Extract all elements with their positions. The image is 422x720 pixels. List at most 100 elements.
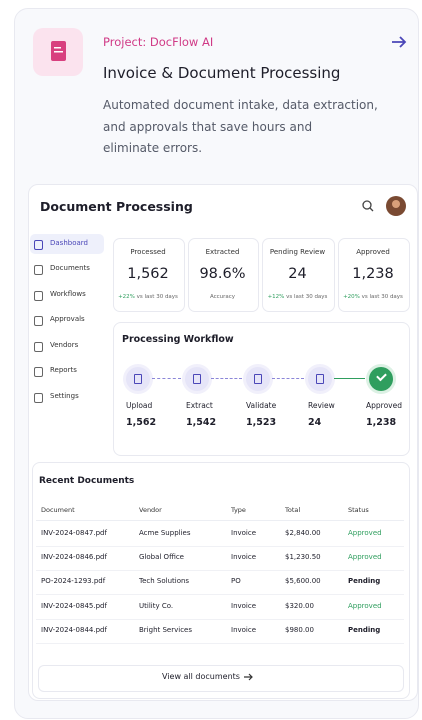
step-glyph	[254, 374, 262, 384]
arrow-link[interactable]	[390, 34, 408, 50]
step-label: Approved	[366, 401, 402, 410]
recent-card	[32, 462, 410, 699]
sidebar-icon	[34, 265, 43, 275]
sidebar-item[interactable]: Vendors	[50, 341, 79, 349]
sidebar-icon	[34, 342, 43, 352]
sidebar-item[interactable]: Settings	[50, 392, 79, 400]
step-icon	[246, 367, 270, 391]
step-icon	[126, 367, 150, 391]
table-cell: $5,600.00	[285, 577, 321, 585]
sidebar-icon	[34, 393, 43, 403]
table-cell: $320.00	[285, 602, 314, 610]
view-all-arrow[interactable]	[242, 671, 254, 683]
sidebar-item[interactable]: Approvals	[50, 315, 85, 323]
stat-footer: Accuracy	[188, 294, 257, 300]
sidebar-item[interactable]: Workflows	[50, 290, 86, 298]
stat-change: +12%	[267, 294, 285, 300]
sidebar-item[interactable]: Dashboard	[50, 239, 88, 247]
stat-footer: +22% vs last 30 days	[113, 294, 183, 300]
table-cell: INV-2024-0847.pdf	[41, 529, 107, 537]
description-line: eliminate errors.	[103, 141, 203, 155]
stat-note: vs last 30 days	[136, 294, 178, 300]
table-cell: Invoice	[231, 529, 257, 537]
stat-note: Accuracy	[209, 294, 236, 300]
table-cell: Utility Co.	[139, 602, 174, 610]
stat-note: vs last 30 days	[286, 294, 328, 300]
dashboard-title: Document Processing	[40, 199, 193, 214]
project-icon	[33, 28, 83, 76]
stat-value: 1,562	[127, 266, 169, 282]
step-value: 1,562	[126, 417, 157, 428]
step-value: 24	[308, 417, 322, 428]
table-cell: INV-2024-0846.pdf	[41, 553, 107, 561]
step-value: 1,523	[246, 417, 277, 428]
stat-card	[262, 238, 335, 312]
step-label: Review	[308, 401, 335, 410]
table-cell: PO-2024-1293.pdf	[41, 577, 106, 585]
table-cell: Acme Supplies	[139, 529, 191, 537]
table-cell: PO	[231, 577, 241, 585]
step-value: 1,542	[186, 417, 217, 428]
table-cell: Invoice	[231, 553, 257, 561]
search-icon[interactable]	[361, 199, 375, 213]
row-rule	[36, 546, 404, 547]
sidebar-item[interactable]: Reports	[50, 366, 77, 374]
view-all-label[interactable]: View all documents	[162, 672, 240, 681]
step-connector	[152, 378, 181, 379]
column-header: Document	[41, 506, 75, 514]
stat-label: Pending Review	[269, 248, 326, 256]
sidebar-icon	[34, 367, 43, 377]
table-cell: Invoice	[231, 626, 257, 634]
step-icon	[369, 367, 393, 391]
stat-label: Processed	[130, 248, 166, 256]
project-title: Invoice & Document Processing	[103, 64, 341, 82]
column-header: Type	[231, 506, 246, 514]
stat-value: 24	[288, 266, 307, 282]
sidebar-item[interactable]: Documents	[50, 264, 90, 272]
stat-value: 98.6%	[199, 266, 246, 282]
stat-footer: +20% vs last 30 days	[338, 294, 408, 300]
table-cell: Bright Services	[139, 626, 192, 634]
status-cell: Approved	[348, 529, 382, 537]
status-cell: Pending	[348, 577, 381, 585]
table-cell: $2,840.00	[285, 529, 321, 537]
step-label: Upload	[126, 401, 153, 410]
project-label: Project: DocFlow AI	[103, 35, 214, 49]
stat-footer: +12% vs last 30 days	[262, 294, 333, 300]
step-icon	[185, 367, 209, 391]
description-line: and approvals that save hours and	[103, 119, 313, 134]
row-rule	[36, 619, 404, 620]
table-cell: Invoice	[231, 602, 257, 610]
avatar[interactable]	[386, 196, 406, 216]
stat-card	[188, 238, 259, 312]
status-cell: Approved	[348, 602, 382, 610]
column-header: Vendor	[139, 506, 162, 514]
stat-change: +22%	[118, 294, 135, 300]
table-cell: INV-2024-0844.pdf	[41, 626, 107, 634]
step-value: 1,238	[366, 417, 397, 428]
table-cell: $980.00	[285, 626, 314, 634]
stat-label: Extracted	[205, 248, 240, 256]
table-cell: Tech Solutions	[139, 577, 190, 585]
column-header: Status	[348, 506, 369, 514]
description-line: Automated document intake, data extracti…	[103, 98, 378, 112]
table-cell: INV-2024-0845.pdf	[41, 602, 107, 610]
step-glyph	[134, 374, 142, 384]
header-rule	[36, 520, 404, 521]
row-rule	[36, 643, 404, 644]
step-connector	[272, 378, 304, 379]
recent-title: Recent Documents	[39, 476, 135, 486]
view-all-button[interactable]	[38, 665, 404, 692]
stat-note: vs last 30 days	[361, 294, 403, 300]
stat-label: Approved	[356, 248, 390, 256]
project-description: Automated document intake, data extracti…	[103, 95, 378, 160]
step-connector	[211, 378, 242, 379]
table-cell: Global Office	[139, 553, 184, 561]
sidebar-icon	[34, 316, 43, 326]
stat-card	[338, 238, 410, 312]
doc-icon	[51, 41, 66, 61]
step-glyph	[193, 374, 201, 384]
step-label: Extract	[186, 401, 213, 410]
step-connector	[334, 378, 365, 379]
table-cell: $1,230.50	[285, 553, 321, 561]
